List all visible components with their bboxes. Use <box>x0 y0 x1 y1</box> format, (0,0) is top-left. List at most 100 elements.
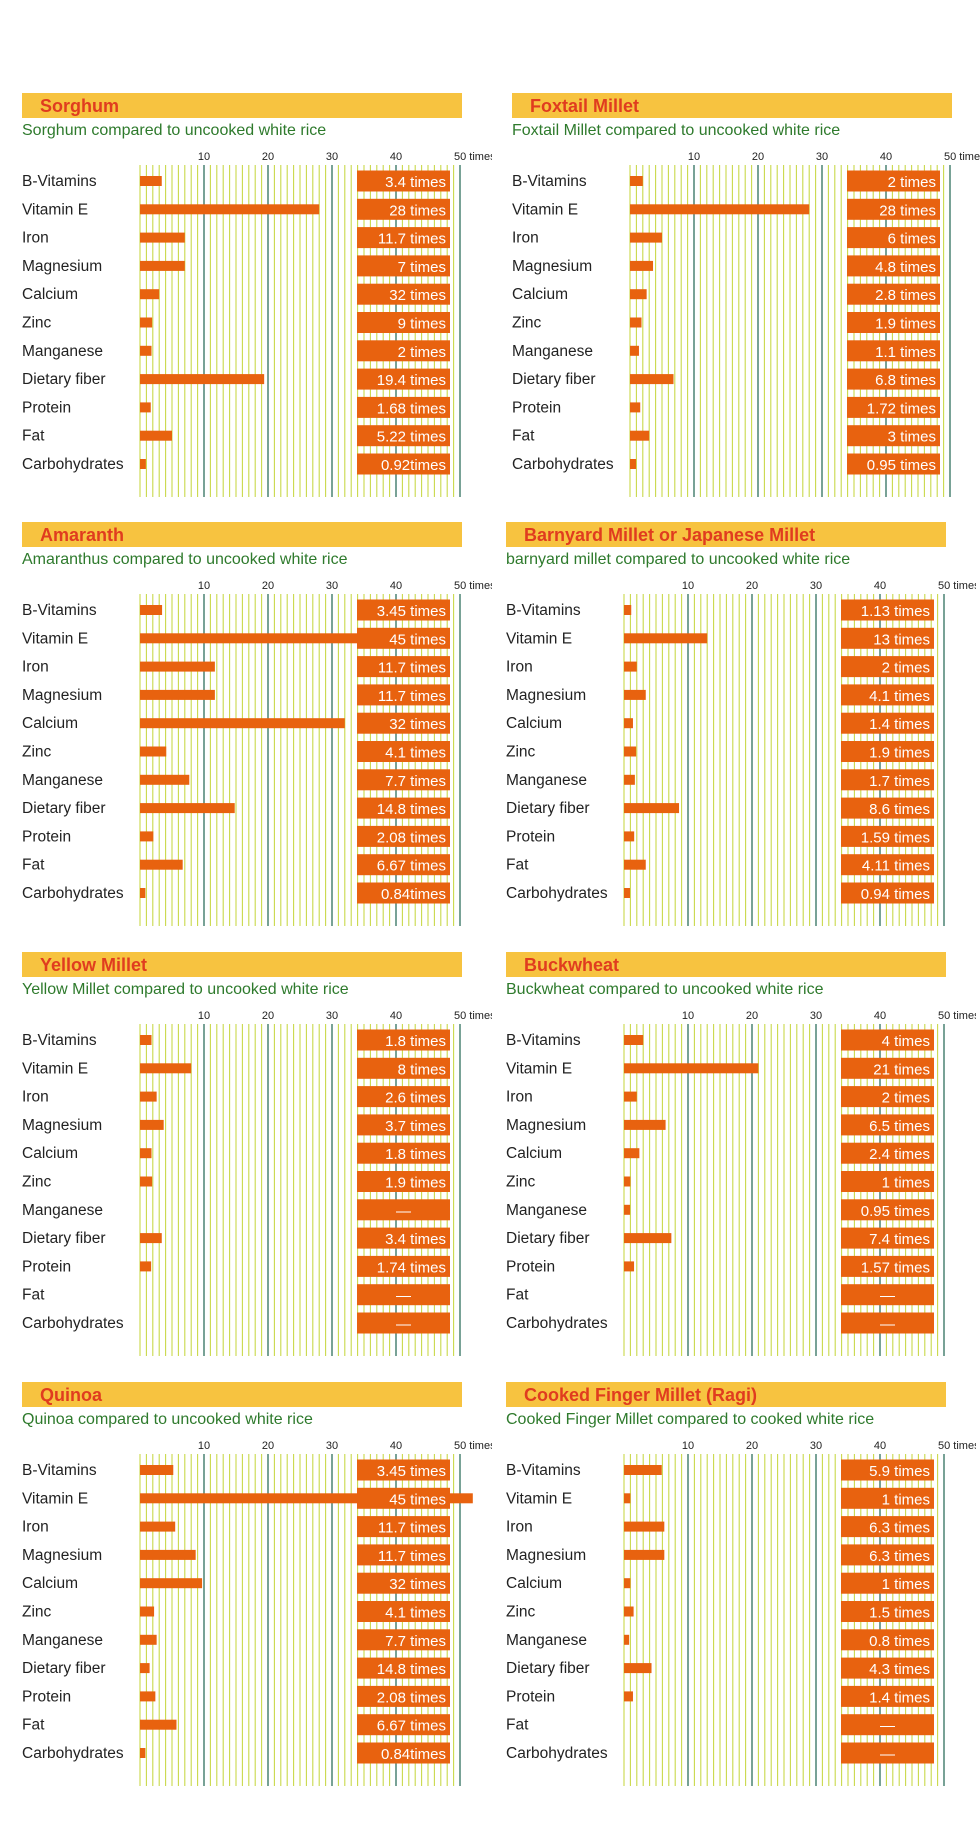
category-label: Protein <box>22 1688 71 1705</box>
category-label: Carbohydrates <box>506 1745 608 1762</box>
tick-label: 50 times <box>938 580 976 592</box>
category-label: Vitamin E <box>506 630 572 647</box>
category-label: Vitamin E <box>22 201 88 218</box>
bar <box>624 831 635 842</box>
bar <box>140 1148 152 1159</box>
value-label-box <box>357 1029 450 1051</box>
bar <box>624 661 637 672</box>
tick-label: 50 times <box>454 580 492 592</box>
category-label: Carbohydrates <box>22 1745 124 1762</box>
category-label: Protein <box>506 1258 555 1275</box>
bar <box>140 859 183 870</box>
value-label-box <box>357 1255 450 1277</box>
category-label: Fat <box>22 1287 45 1304</box>
chart-subtitle: Sorghum compared to uncooked white rice <box>22 122 327 139</box>
tick-label: 30 <box>810 1010 822 1022</box>
value-label: 9 times <box>398 316 446 333</box>
value-label: 1.4 times <box>869 716 930 733</box>
category-label: Dietary fiber <box>512 371 596 388</box>
bar <box>624 1119 666 1130</box>
bar <box>624 1493 631 1504</box>
value-label-box <box>357 1629 450 1651</box>
category-label: Iron <box>506 659 533 676</box>
chart-title: Cooked Finger Millet (Ragi) <box>524 1385 758 1405</box>
value-label: 2.4 times <box>869 1146 930 1163</box>
value-label-box <box>357 656 450 678</box>
chart-subtitle: Buckwheat compared to uncooked white ric… <box>506 981 824 998</box>
value-label: 5.22 times <box>377 429 446 446</box>
value-label-box <box>357 227 450 249</box>
category-label: Fat <box>506 1717 529 1734</box>
value-label: 1.59 times <box>861 829 930 846</box>
category-label: Calcium <box>22 1575 78 1592</box>
value-label: 14.8 times <box>377 801 446 818</box>
category-label: Manganese <box>22 1202 103 1219</box>
value-label-box <box>357 1284 450 1306</box>
value-label: 6.8 times <box>875 372 936 389</box>
category-label: Carbohydrates <box>22 1315 124 1332</box>
value-label: 6.67 times <box>377 1718 446 1735</box>
bar <box>140 633 428 644</box>
tick-label: 30 <box>816 151 828 163</box>
value-label: 2.8 times <box>875 287 936 304</box>
value-label-box <box>357 882 450 904</box>
value-label: — <box>396 1288 411 1305</box>
value-label-box <box>841 599 934 621</box>
value-label: 32 times <box>389 287 446 304</box>
bar <box>624 1233 672 1244</box>
tick-label: 20 <box>262 1440 274 1452</box>
category-label: Manganese <box>22 772 103 789</box>
value-label-box <box>847 453 940 475</box>
value-label: — <box>396 1316 411 1333</box>
bar <box>630 402 641 413</box>
value-label: 7.7 times <box>385 1633 446 1650</box>
value-label: 3.45 times <box>377 603 446 620</box>
value-label: 13 times <box>873 631 930 648</box>
category-label: Fat <box>22 1717 45 1734</box>
bar <box>140 1606 155 1617</box>
category-label: Iron <box>512 230 539 247</box>
chart-title: Sorghum <box>40 96 119 116</box>
value-label: 11.7 times <box>378 688 446 705</box>
category-label: Zinc <box>512 315 542 332</box>
bar <box>140 1465 174 1475</box>
value-label-box <box>357 1516 450 1538</box>
value-label-box <box>847 368 940 390</box>
bar <box>140 430 172 441</box>
category-label: Iron <box>22 659 49 676</box>
value-label: 1 times <box>882 1175 930 1192</box>
bar-chart-amaranth: 10 20 30 40 50 times B-Vitamins 3.45 times Vita… <box>22 580 492 926</box>
category-label: Carbohydrates <box>22 885 124 902</box>
bar <box>624 888 631 898</box>
chart-panel-yellow-millet: Yellow Millet Yellow Millet compared to … <box>22 952 492 1372</box>
tick-label: 10 <box>198 1010 210 1022</box>
value-label: 0.95 times <box>861 1203 930 1220</box>
category-label: B-Vitamins <box>506 1032 581 1049</box>
category-label: Fat <box>22 428 45 445</box>
value-label-box <box>357 1086 450 1108</box>
category-label: Manganese <box>512 343 593 360</box>
bar <box>624 1176 631 1187</box>
value-label: 1.1 times <box>875 344 936 361</box>
bar <box>624 1148 640 1159</box>
value-label: 21 times <box>873 1061 930 1078</box>
bar <box>140 1091 157 1102</box>
category-label: Magnesium <box>22 687 102 704</box>
category-label: B-Vitamins <box>506 1462 581 1479</box>
bar <box>624 1091 637 1102</box>
value-label-box <box>357 1601 450 1622</box>
title-bar <box>22 952 462 977</box>
bar <box>624 1521 665 1532</box>
tick-label: 10 <box>198 1440 210 1452</box>
bar-chart-finger-millet: 10 20 30 40 50 times B-Vitamins 5.9 times Vitam… <box>506 1440 976 1786</box>
value-label: 1.68 times <box>377 400 446 417</box>
value-label-box <box>357 797 450 819</box>
bar <box>140 260 185 271</box>
bar <box>140 459 146 469</box>
category-label: Dietary fiber <box>506 800 590 817</box>
value-label: 1.9 times <box>875 316 936 333</box>
value-label-box <box>841 741 934 762</box>
value-label-box <box>357 854 450 876</box>
value-label-box <box>357 684 450 706</box>
bar <box>630 345 639 356</box>
